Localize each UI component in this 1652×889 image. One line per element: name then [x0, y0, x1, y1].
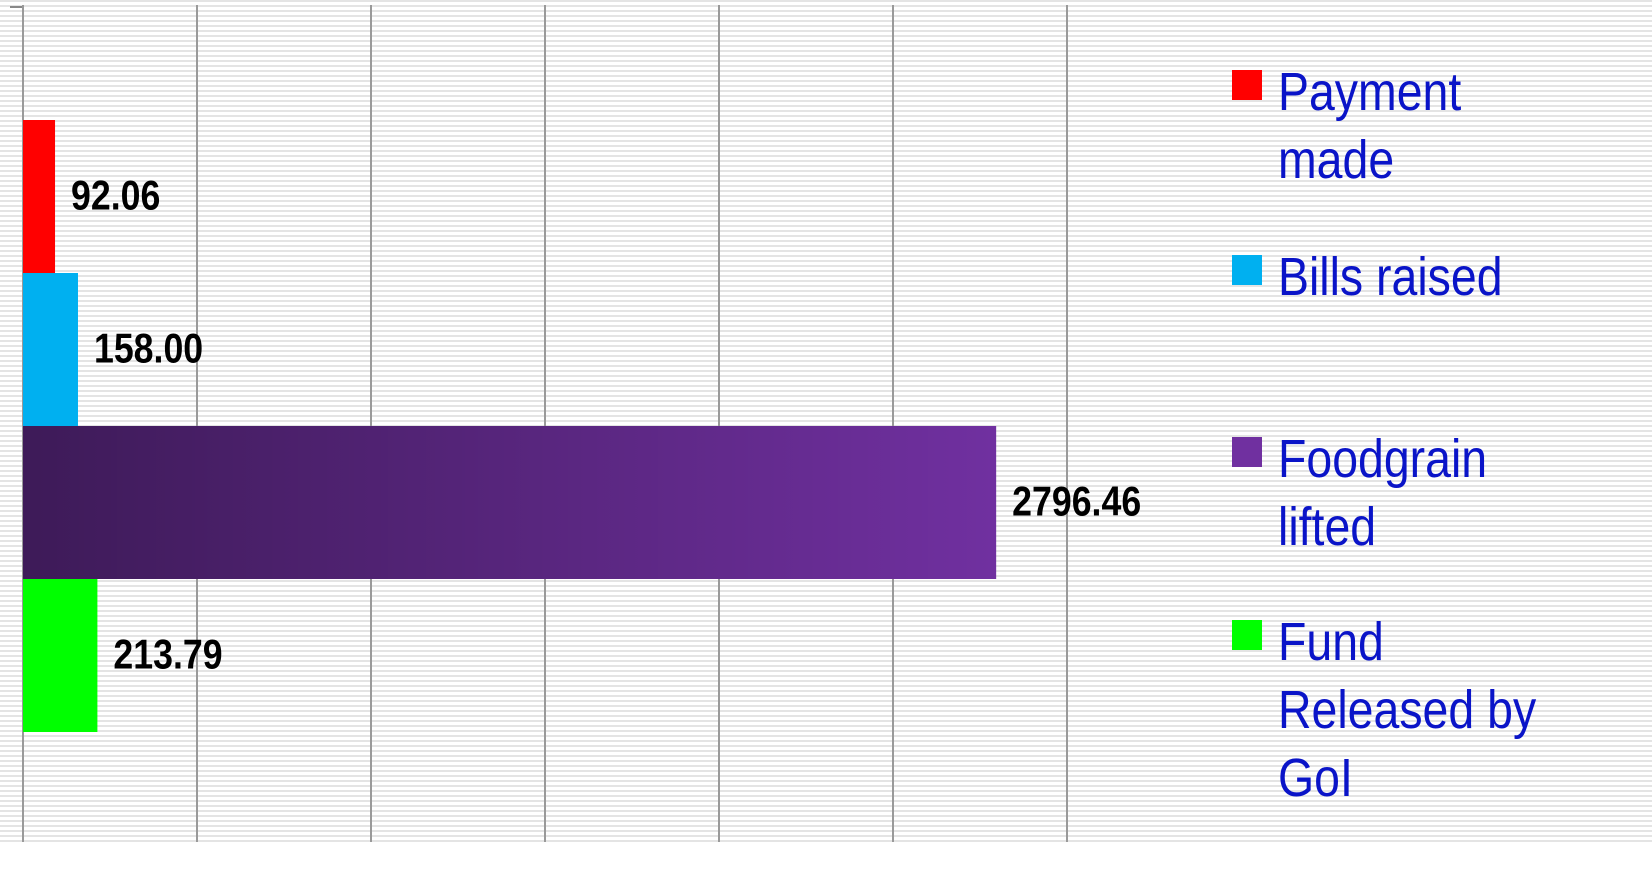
legend-swatch — [1232, 437, 1262, 467]
legend-swatch — [1232, 255, 1262, 285]
value-label: 213.79 — [113, 632, 222, 678]
bar — [23, 579, 98, 732]
legend-label: Payment made — [1278, 62, 1462, 190]
legend-swatch — [1232, 620, 1262, 650]
value-label: 158.00 — [94, 326, 203, 372]
value-label: 92.06 — [71, 173, 160, 219]
plot-background — [0, 0, 1652, 845]
bar-shade — [23, 426, 997, 579]
legend-swatch — [1232, 70, 1262, 100]
legend-label: Bills raised — [1278, 247, 1503, 307]
value-label: 2796.46 — [1012, 479, 1141, 525]
bar — [23, 120, 56, 273]
legend-label: Fund Released by GoI — [1278, 612, 1537, 808]
legend-label: Foodgrain lifted — [1278, 429, 1488, 557]
bar — [23, 273, 78, 426]
